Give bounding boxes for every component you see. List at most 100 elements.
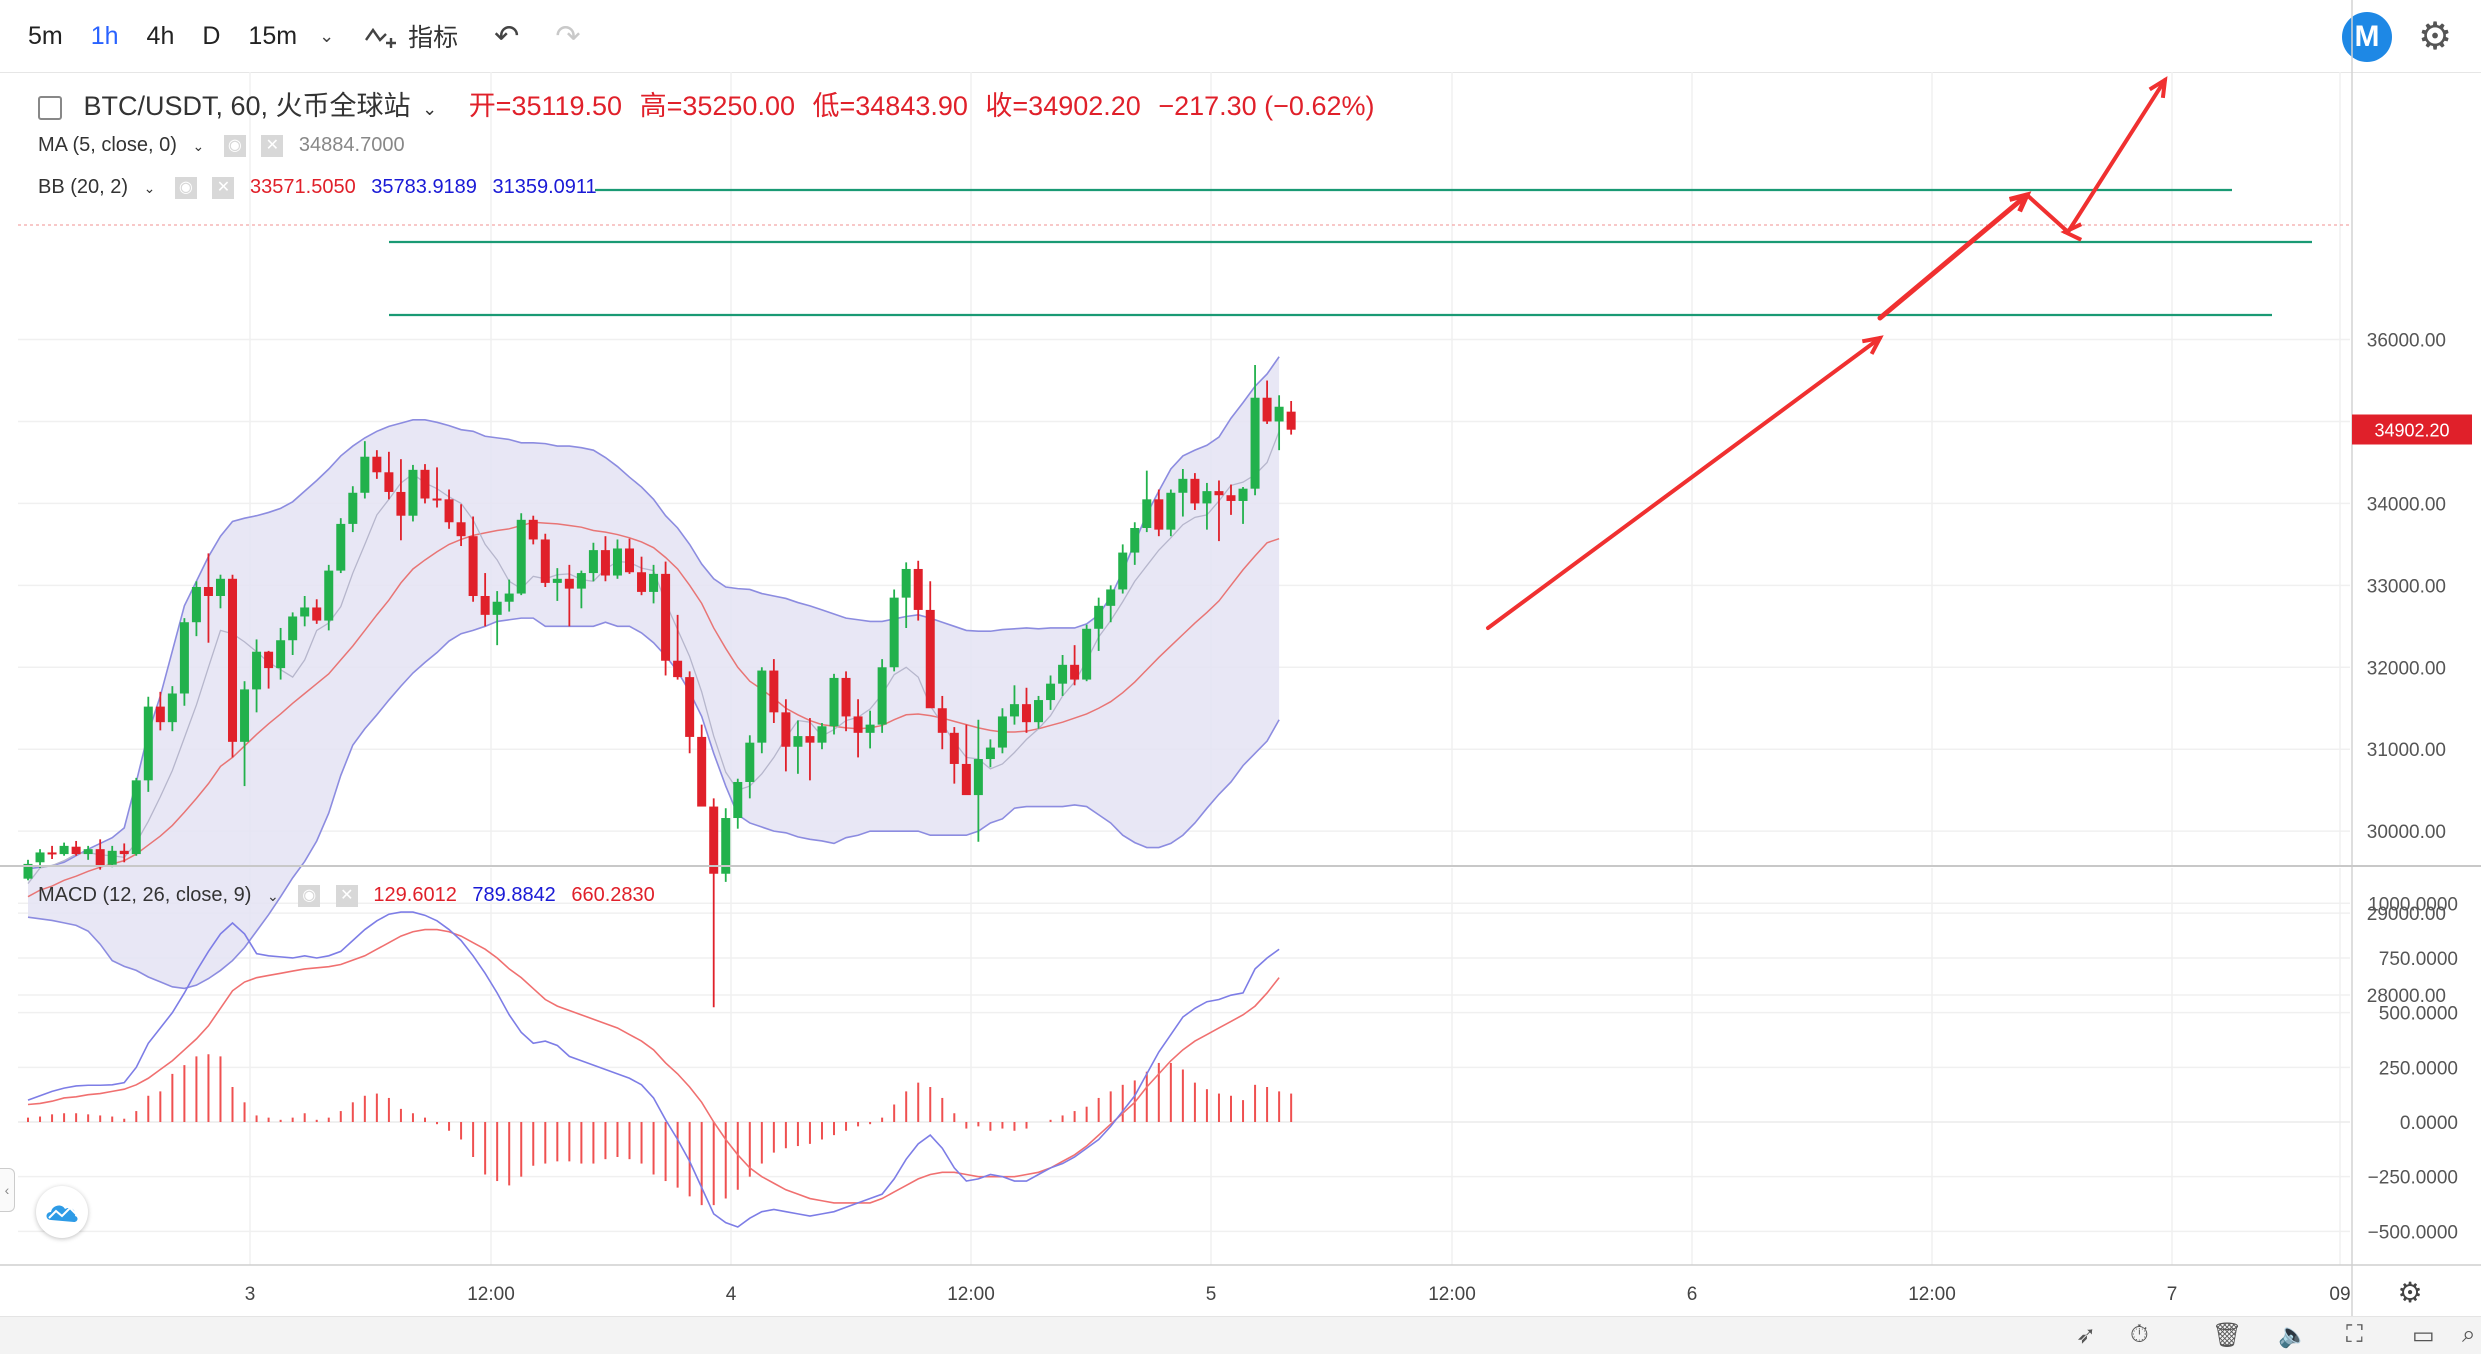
macd-tick-label: 750.0000 [2379,949,2458,970]
time-tick-label: 4 [726,1284,737,1305]
macd-signal-value: 660.2830 [571,884,655,906]
bb-label[interactable]: BB (20, 2) [38,176,129,198]
candle-body [528,519,538,540]
trend-arrow-line[interactable] [1877,192,2030,321]
macd-hist-value: 129.6012 [373,884,457,906]
bb-lower-value: 31359.0911 [492,176,597,198]
axis-settings-gear-icon[interactable]: ⚙ [2397,1276,2422,1309]
ma-chevron-down-icon[interactable]: ⌄ [192,138,205,154]
candle-body [721,818,731,874]
legend-change: −217.30 (−0.62%) [1158,91,1375,121]
candle-body [889,597,899,668]
candle-body [348,492,358,524]
search-icon[interactable]: ⌕ [2462,1321,2476,1348]
macd-visibility-eye-icon[interactable]: ◉ [298,884,321,907]
alert-clock-icon[interactable]: ⏱ [2130,1321,2149,1348]
candle-body [1142,499,1152,528]
undo-icon[interactable]: ↶ [494,19,520,53]
candle-body [853,716,863,733]
legend-open: 开=35119.50 [468,91,623,121]
candle-body [240,689,250,742]
candle-body [336,523,346,571]
legend-low: 低=34843.90 [812,91,968,121]
candle-body [745,742,755,782]
candle-body [1178,478,1188,493]
candle-body [1190,478,1200,504]
candle-body [215,578,225,597]
bb-remove-close-icon[interactable]: ✕ [212,176,235,199]
trend-arrow-line[interactable] [1486,336,1882,630]
timeframe-4h[interactable]: 4h [146,21,175,50]
fullscreen-icon[interactable]: ⛶ [2346,1321,2363,1348]
candle-body [1214,491,1224,496]
candle-body [637,572,647,592]
trash-icon[interactable]: 🗑 [2212,1322,2243,1349]
candle-body [59,845,69,855]
trend-arrow-head [2060,222,2083,242]
candle-body [985,747,995,760]
macd-remove-close-icon[interactable]: ✕ [335,884,358,907]
candle-body [1021,704,1031,723]
tradingview-cloud-icon[interactable] [36,1186,88,1238]
candle-body [83,849,93,855]
rocket-icon[interactable]: ➶ [2076,1322,2097,1349]
trend-arrow-line[interactable] [2025,193,2070,234]
candle-body [1034,700,1044,723]
candle-body [781,712,791,747]
legend-collapse-icon[interactable] [38,95,62,120]
candle-body [649,573,659,592]
candle-body [913,568,923,610]
app-logo[interactable]: M [2342,12,2392,62]
indicators-button[interactable]: 指标 [364,18,458,54]
candle-body [805,736,815,743]
candle-body [949,732,959,764]
candle-body [444,499,454,523]
candle-body [396,491,406,516]
candle-body [612,548,622,576]
settings-gear-icon[interactable]: ⚙ [2418,16,2453,58]
side-panel-handle[interactable]: ‹ [0,1168,15,1212]
candle-body [432,498,442,501]
macd-tick-label: 500.0000 [2379,1004,2458,1025]
ma-remove-close-icon[interactable]: ✕ [261,134,284,157]
timeframe-1h[interactable]: 1h [90,21,119,50]
timeframe-15m[interactable]: 15m [248,21,298,50]
candle-body [600,550,610,576]
sound-icon[interactable]: 🔈 [2278,1322,2308,1349]
candle-body [203,586,213,597]
candle-body [673,660,683,678]
candle-body [625,548,634,573]
candle-body [264,651,274,669]
price-tick-label: 29000.00 [2367,904,2446,925]
ma-label[interactable]: MA (5, close, 0) [38,134,177,156]
macd-label[interactable]: MACD (12, 26, close, 9) [38,884,252,906]
candle-body [1130,527,1140,553]
bb-chevron-down-icon[interactable]: ⌄ [143,180,156,196]
bb-visibility-eye-icon[interactable]: ◉ [174,176,197,199]
timeframe-chevron-down-icon[interactable]: ⌄ [319,25,335,46]
trend-arrow-line[interactable] [2066,78,2167,234]
price-tick-label: 30000.00 [2367,822,2446,843]
price-tick-label: 31000.00 [2367,740,2446,761]
candle-body [276,640,286,669]
candle-body [865,724,875,733]
time-tick-label: 09 [2329,1284,2350,1305]
timeframe-d[interactable]: D [202,21,221,50]
candle-body [143,706,153,781]
top-toolbar: 5m 1h 4h D 15m ⌄ 指标 ↶ ↷ [0,0,2481,73]
screenshot-icon[interactable]: ▭ [2412,1322,2435,1349]
symbol-chevron-down-icon[interactable]: ⌄ [422,99,438,119]
time-tick-label: 12:00 [1428,1284,1476,1305]
candle-body [179,622,189,694]
time-tick-label: 12:00 [467,1284,515,1305]
macd-chevron-down-icon[interactable]: ⌄ [266,888,279,904]
bollinger-upper-line [27,356,1280,870]
timeframe-5m[interactable]: 5m [28,21,63,50]
redo-icon[interactable]: ↷ [555,19,581,53]
candle-body [408,469,418,516]
price-tick-label: 32000.00 [2367,658,2446,679]
ma-visibility-eye-icon[interactable]: ◉ [223,134,246,157]
symbol-title[interactable]: BTC/USDT, 60, 火币全球站 [83,91,411,121]
candle-body [733,781,743,819]
